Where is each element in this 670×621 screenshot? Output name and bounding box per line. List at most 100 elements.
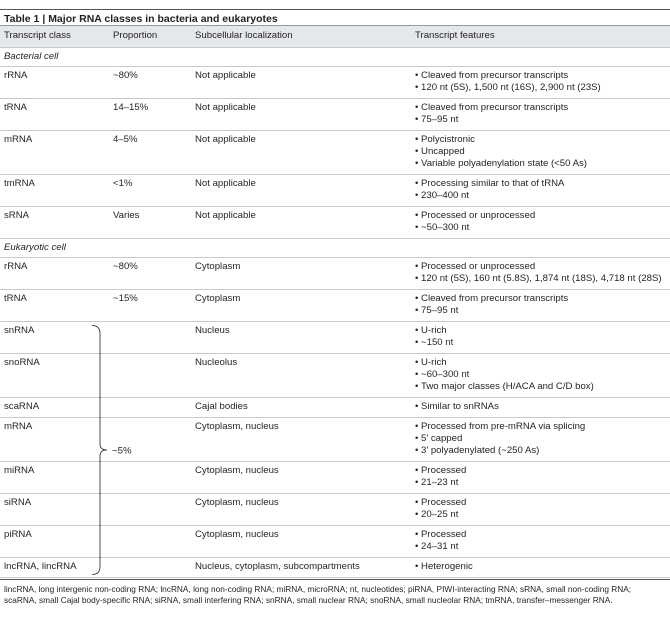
data-row: snoRNA NucleolusU-rich~60–300 ntTwo major… (0, 353, 670, 398)
features: Processed21–23 nt (411, 461, 670, 494)
feature: 20–25 nt (415, 509, 666, 521)
features: Similar to snRNAs (411, 397, 670, 418)
localization: Cytoplasm (191, 289, 411, 322)
localization: Not applicable (191, 206, 411, 239)
feature: 5′ capped (415, 433, 666, 445)
feature: 24–31 nt (415, 541, 666, 553)
feature: Cleaved from precursor transcripts (415, 293, 666, 305)
localization: Cytoplasm, nucleus (191, 493, 411, 526)
proportion: <1% (109, 174, 191, 207)
proportion-empty (109, 461, 191, 494)
feature: Processed (415, 529, 666, 541)
proportion: ~15% (109, 289, 191, 322)
feature: Heterogenic (415, 561, 666, 573)
localization: Not applicable (191, 98, 411, 131)
data-row: tmRNA<1%Not applicableProcessing similar… (0, 174, 670, 207)
feature: U-rich (415, 357, 666, 369)
column-header: Transcript class (0, 25, 109, 48)
feature-list: Processing similar to that of tRNA230–40… (415, 178, 666, 202)
feature: Two major classes (H/ACA and C/D box) (415, 381, 666, 393)
transcript-class: sRNA (0, 206, 109, 239)
transcript-class: snRNA (0, 321, 109, 354)
feature: Cleaved from precursor transcripts (415, 70, 666, 82)
proportion: ~80% (109, 257, 191, 290)
transcript-class: tRNA (0, 98, 109, 131)
feature: U-rich (415, 325, 666, 337)
feature: Processing similar to that of tRNA (415, 178, 666, 190)
proportion-empty (109, 557, 191, 578)
transcript-class: piRNA (0, 525, 109, 558)
table-figure: Table 1 | Major RNA classes in bacteria … (0, 9, 670, 605)
localization: Not applicable (191, 174, 411, 207)
feature: Cleaved from precursor transcripts (415, 102, 666, 114)
feature: ~150 nt (415, 337, 666, 349)
feature: Processed or unprocessed (415, 261, 666, 273)
column-header: Proportion (109, 25, 191, 48)
data-row: snRNANucleusU-rich~150 nt (0, 321, 670, 354)
transcript-class: scaRNA (0, 397, 109, 418)
column-header: Transcript features (411, 25, 670, 48)
features: Processed from pre-mRNA via splicing5′ c… (411, 417, 670, 462)
feature: Similar to snRNAs (415, 401, 666, 413)
features: Processed24–31 nt (411, 525, 670, 558)
table-label: Table 1 | (4, 13, 46, 25)
features: Cleaved from precursor transcripts75–95 … (411, 289, 670, 322)
features: Processed or unprocessed~50–300 nt (411, 206, 670, 239)
section-name: Eukaryotic cell (0, 238, 670, 258)
feature-list: Cleaved from precursor transcripts75–95 … (415, 293, 666, 317)
transcript-class: snoRNA (0, 353, 109, 398)
features: PolycistronicUncappedVariable polyadenyl… (411, 130, 670, 175)
localization: Nucleolus (191, 353, 411, 398)
data-row: tRNA~15%CytoplasmCleaved from precursor … (0, 289, 670, 322)
rna-table: Transcript class Proportion Subcellular lo… (0, 25, 670, 578)
proportion-empty (109, 417, 191, 462)
feature: 3′ polyadenylated (~250 As) (415, 445, 666, 457)
localization: Nucleus, cytoplasm, subcompartments (191, 557, 411, 578)
localization: Cajal bodies (191, 397, 411, 418)
feature: Processed (415, 465, 666, 477)
transcript-class: mRNA (0, 417, 109, 462)
feature-list: U-rich~60–300 ntTwo major classes (H/ACA… (415, 357, 666, 393)
data-row: rRNA~80%Not applicableCleaved from precu… (0, 66, 670, 99)
features: Cleaved from precursor transcripts120 nt… (411, 66, 670, 99)
section-name: Bacterial cell (0, 47, 670, 67)
feature: 75–95 nt (415, 305, 666, 317)
feature: Polycistronic (415, 134, 666, 146)
feature-list: Cleaved from precursor transcripts120 nt… (415, 70, 666, 94)
feature-list: Processed21–23 nt (415, 465, 666, 489)
features: Processed or unprocessed120 nt (5S), 160… (411, 257, 670, 290)
data-row: scaRNA Cajal bodies Similar to snRNAs (0, 397, 670, 418)
localization: Cytoplasm (191, 257, 411, 290)
section-row: Eukaryotic cell (0, 238, 670, 258)
feature: ~50–300 nt (415, 222, 666, 234)
feature: Variable polyadenylation state (<50 As) (415, 158, 666, 170)
feature-list: Processed or unprocessed~50–300 nt (415, 210, 666, 234)
features: U-rich~150 nt (411, 321, 670, 354)
transcript-class: mRNA (0, 130, 109, 175)
localization: Cytoplasm, nucleus (191, 417, 411, 462)
proportion-empty (109, 493, 191, 526)
proportion: Varies (109, 206, 191, 239)
section-row: Bacterial cell (0, 47, 670, 67)
features: Processing similar to that of tRNA230–40… (411, 174, 670, 207)
transcript-class: rRNA (0, 257, 109, 290)
features: Heterogenic (411, 557, 670, 578)
header-row: Transcript class Proportion Subcellular lo… (0, 25, 670, 48)
feature-list: Processed or unprocessed120 nt (5S), 160… (415, 261, 666, 285)
proportion-empty (109, 397, 191, 418)
feature: Processed or unprocessed (415, 210, 666, 222)
feature: Processed (415, 497, 666, 509)
localization: Not applicable (191, 130, 411, 175)
feature: 230–400 nt (415, 190, 666, 202)
proportion: 14–15% (109, 98, 191, 131)
proportion: 4–5% (109, 130, 191, 175)
proportion: ~80% (109, 66, 191, 99)
feature-list: Processed24–31 nt (415, 529, 666, 553)
feature-list: Heterogenic (415, 561, 666, 573)
